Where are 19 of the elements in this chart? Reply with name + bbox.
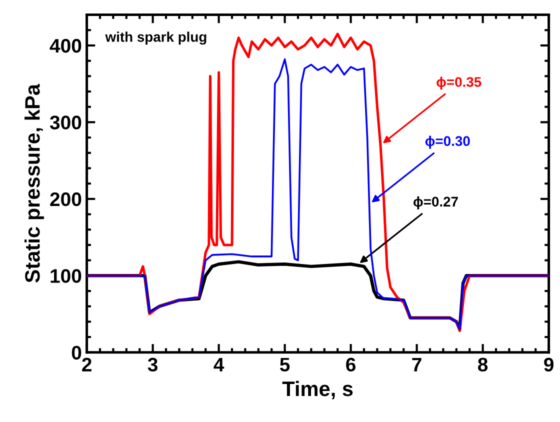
annotation: with spark plug [105,32,206,45]
x-tick-label: 2 [82,358,92,372]
x-tick-label: 3 [148,358,158,372]
y-tick-label: 0 [72,346,82,360]
x-tick-label: 5 [280,358,290,372]
annotation: ϕ=0.27 [414,196,458,210]
x-axis-title: Time, s [282,380,353,400]
x-tick-label: 6 [346,358,356,372]
y-tick-label: 300 [50,116,82,130]
x-tick-label: 4 [214,358,224,372]
y-tick-label: 100 [50,269,82,283]
x-tick-label: 8 [478,358,488,372]
annotation: ϕ=0.30 [425,136,470,149]
x-tick-label: 7 [412,358,422,372]
y-axis-title: Static pressure, kPa [24,84,44,283]
x-tick-label: 9 [544,358,554,372]
annotation: ϕ=0.35 [436,76,482,90]
y-tick-label: 400 [50,38,82,53]
y-tick-label: 200 [50,192,82,206]
